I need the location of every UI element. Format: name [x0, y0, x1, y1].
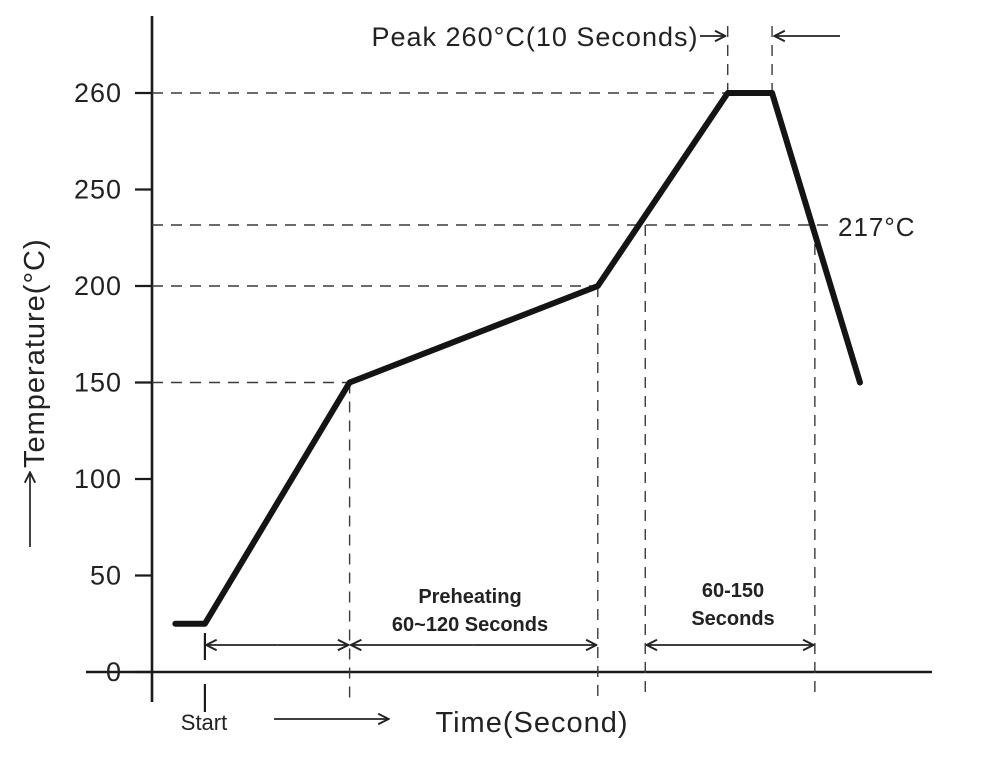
reflow-duration-label-line2: Seconds — [691, 608, 774, 630]
axes — [86, 16, 932, 702]
y-tick-label: 250 — [74, 175, 122, 205]
reference-lines — [152, 26, 831, 700]
chart-title: Peak 260°C(10 Seconds) — [372, 22, 699, 52]
temperature-profile-curve — [172, 90, 863, 627]
reflow-duration-label-line1: 60-150 — [702, 580, 764, 602]
dimension-arrows — [30, 36, 840, 719]
start-label: Start — [181, 710, 227, 735]
x-axis-title: Time(Second) — [435, 707, 628, 739]
y-axis-title: Temperature(°C) — [19, 238, 51, 468]
y-tick-label: 100 — [74, 464, 122, 494]
liquidus-label: 217°C — [838, 212, 916, 242]
y-tick-label: 150 — [74, 368, 122, 398]
y-axis-ticks: 0 50 100 150 200 250 260 — [74, 78, 153, 687]
y-tick-label: 260 — [74, 78, 122, 108]
preheating-label-line2: 60~120 Seconds — [392, 614, 548, 636]
temperature-curve — [172, 90, 863, 627]
y-tick-label: 200 — [74, 271, 122, 301]
y-tick-label: 50 — [90, 561, 122, 591]
y-tick-label: 0 — [106, 657, 122, 687]
preheating-label-line1: Preheating — [418, 586, 521, 608]
